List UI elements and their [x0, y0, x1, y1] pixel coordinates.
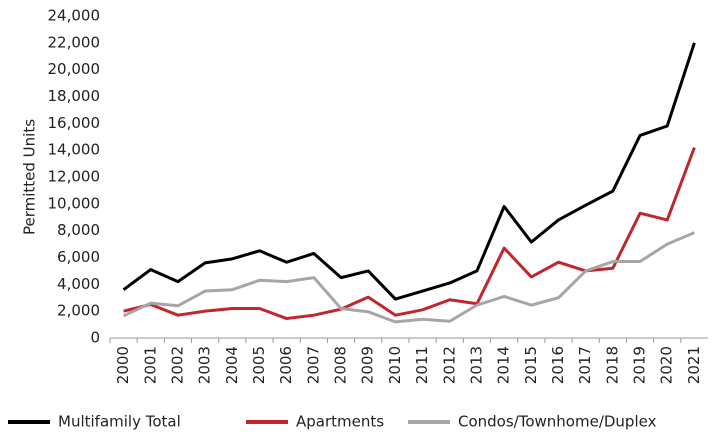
y-tick-label: 6,000 [57, 248, 100, 266]
x-tick-label: 2009 [359, 346, 377, 384]
y-tick-label: 2,000 [57, 302, 100, 320]
series-line [122, 231, 695, 324]
x-tick-label: 2018 [603, 346, 621, 384]
y-tick-label: 18,000 [48, 87, 101, 105]
x-tick-label: 2012 [440, 346, 458, 384]
y-tick-label: 20,000 [48, 60, 101, 78]
series-line [122, 42, 696, 301]
y-tick-label: 12,000 [48, 168, 101, 186]
y-tick-label: 16,000 [48, 114, 101, 132]
y-tick-label: 22,000 [48, 33, 101, 51]
x-tick-label: 2019 [631, 346, 649, 384]
x-tick-label: 2002 [168, 346, 186, 384]
x-tick-label: 2014 [495, 346, 513, 384]
legend-label: Apartments [296, 413, 384, 431]
x-tick-label: 2003 [196, 346, 214, 384]
y-tick-label: 4,000 [57, 275, 100, 293]
x-tick-label: 2006 [277, 346, 295, 384]
y-tick-label: 24,000 [48, 7, 101, 25]
legend-label: Condos/Townhome/Duplex [458, 413, 657, 431]
x-tick-label: 2010 [386, 346, 404, 384]
x-tick-label: 2021 [685, 346, 703, 384]
y-tick-label: 8,000 [57, 221, 100, 239]
x-tick-label: 2013 [467, 346, 485, 384]
x-tick-label: 2020 [658, 346, 676, 384]
legend-label: Multifamily Total [58, 413, 181, 431]
x-tick-label: 2001 [141, 346, 159, 384]
x-tick-label: 2015 [522, 346, 540, 384]
x-tick-label: 2007 [304, 346, 322, 384]
x-tick-label: 2011 [413, 346, 431, 384]
y-tick-label: 0 [90, 329, 100, 347]
x-tick-label: 2008 [332, 346, 350, 384]
y-tick-label: 10,000 [48, 194, 101, 212]
x-tick-label: 2000 [114, 346, 132, 384]
x-tick-label: 2017 [576, 346, 594, 384]
y-tick-label: 14,000 [48, 141, 101, 159]
x-tick-label: 2016 [549, 346, 567, 384]
x-tick-label: 2004 [223, 346, 241, 384]
x-tick-label: 2005 [250, 346, 268, 384]
series-line [123, 146, 696, 321]
y-axis-label: Permitted Units [21, 119, 39, 235]
